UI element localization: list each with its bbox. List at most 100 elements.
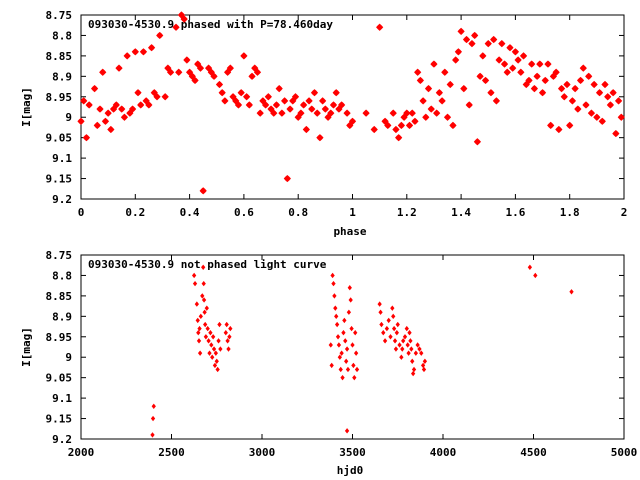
data-point	[519, 52, 528, 60]
phased-axis-ticks: 0 0.2 0.4 0.6 0.8 1 1.2 1.4 1.6 1.8 2 8.75 8.8 8.85 8.…	[46, 9, 628, 219]
y-tick-label: 9.2	[52, 193, 72, 206]
y-tick-label: 9	[65, 111, 72, 124]
data-point	[617, 113, 625, 121]
data-point	[382, 338, 388, 344]
x-tick-label: 4000	[430, 446, 457, 459]
x-tick-label: 2500	[158, 446, 185, 459]
data-point	[498, 40, 506, 48]
data-point	[248, 72, 256, 80]
data-point	[514, 56, 522, 64]
data-point	[201, 297, 207, 303]
data-point	[392, 125, 400, 134]
data-point	[547, 121, 555, 130]
data-point	[316, 134, 324, 142]
y-tick-label: 8.75	[46, 9, 73, 22]
data-point	[192, 280, 198, 287]
data-point	[264, 93, 272, 101]
data-point	[587, 109, 596, 117]
data-point	[101, 117, 110, 125]
data-point	[404, 325, 409, 332]
data-point	[576, 76, 585, 85]
data-point	[194, 301, 199, 307]
data-point	[397, 342, 402, 348]
y-tick-label: 8.85	[46, 290, 73, 303]
data-point	[410, 358, 415, 364]
phased-data-points	[77, 11, 625, 195]
data-point	[216, 338, 221, 344]
x-tick-label: 0.6	[234, 206, 254, 219]
data-point	[151, 403, 156, 409]
data-point	[96, 105, 104, 113]
data-point	[590, 80, 598, 89]
data-point	[511, 48, 520, 56]
data-point	[281, 97, 289, 105]
data-point	[410, 370, 416, 377]
data-point	[533, 72, 541, 80]
y-tick-label: 9.05	[46, 372, 73, 385]
data-point	[370, 125, 378, 134]
y-tick-label: 8.95	[46, 331, 73, 344]
data-point	[555, 125, 563, 134]
data-point	[215, 366, 220, 373]
data-point	[443, 113, 452, 121]
data-point	[401, 338, 406, 344]
data-point	[390, 305, 395, 311]
x-tick-label: 1	[349, 206, 356, 219]
data-point	[137, 101, 145, 109]
data-point	[112, 101, 120, 109]
data-point	[300, 101, 308, 109]
x-tick-label: 1.4	[451, 206, 471, 219]
data-point	[352, 374, 357, 381]
data-point	[417, 346, 422, 352]
data-point	[527, 264, 533, 270]
data-point	[414, 68, 422, 76]
x-tick-label: 1.8	[560, 206, 580, 219]
data-point	[606, 101, 615, 109]
data-point	[582, 101, 590, 109]
data-point	[153, 93, 161, 101]
data-point	[481, 76, 490, 85]
data-point	[506, 44, 514, 52]
data-point	[196, 338, 202, 344]
data-point	[256, 109, 264, 117]
data-point	[104, 109, 112, 117]
data-point	[201, 264, 206, 270]
data-point	[377, 301, 382, 307]
data-point	[150, 432, 155, 438]
data-point	[245, 101, 253, 109]
data-point	[221, 97, 229, 105]
data-point	[422, 358, 428, 364]
data-point	[172, 23, 180, 31]
data-point	[123, 52, 131, 60]
data-point	[338, 101, 346, 109]
data-point	[270, 109, 278, 117]
data-point	[397, 121, 405, 130]
data-point	[403, 109, 411, 117]
data-point	[338, 366, 343, 373]
data-point	[209, 342, 214, 348]
data-point	[422, 113, 430, 121]
y-tick-label: 9.15	[46, 413, 73, 426]
data-point	[525, 76, 533, 85]
data-point	[150, 415, 156, 422]
x-tick-label: 0	[78, 206, 85, 219]
data-point	[197, 325, 202, 332]
data-point	[217, 321, 222, 328]
data-point	[536, 60, 544, 68]
data-point	[166, 68, 175, 76]
data-point	[210, 334, 216, 340]
unphased-light-curve-panel: 093030-4530.9 not phased light curve hjd…	[20, 249, 637, 477]
data-point	[195, 317, 200, 324]
data-point	[226, 346, 231, 352]
data-point	[218, 346, 223, 352]
data-point	[348, 117, 357, 125]
data-point	[479, 52, 487, 60]
data-point	[349, 325, 354, 332]
data-point	[202, 309, 207, 315]
data-point	[215, 80, 224, 89]
data-point	[419, 97, 427, 105]
data-point	[433, 109, 441, 117]
data-point	[336, 342, 342, 348]
data-point	[566, 121, 574, 130]
data-point	[313, 109, 321, 117]
